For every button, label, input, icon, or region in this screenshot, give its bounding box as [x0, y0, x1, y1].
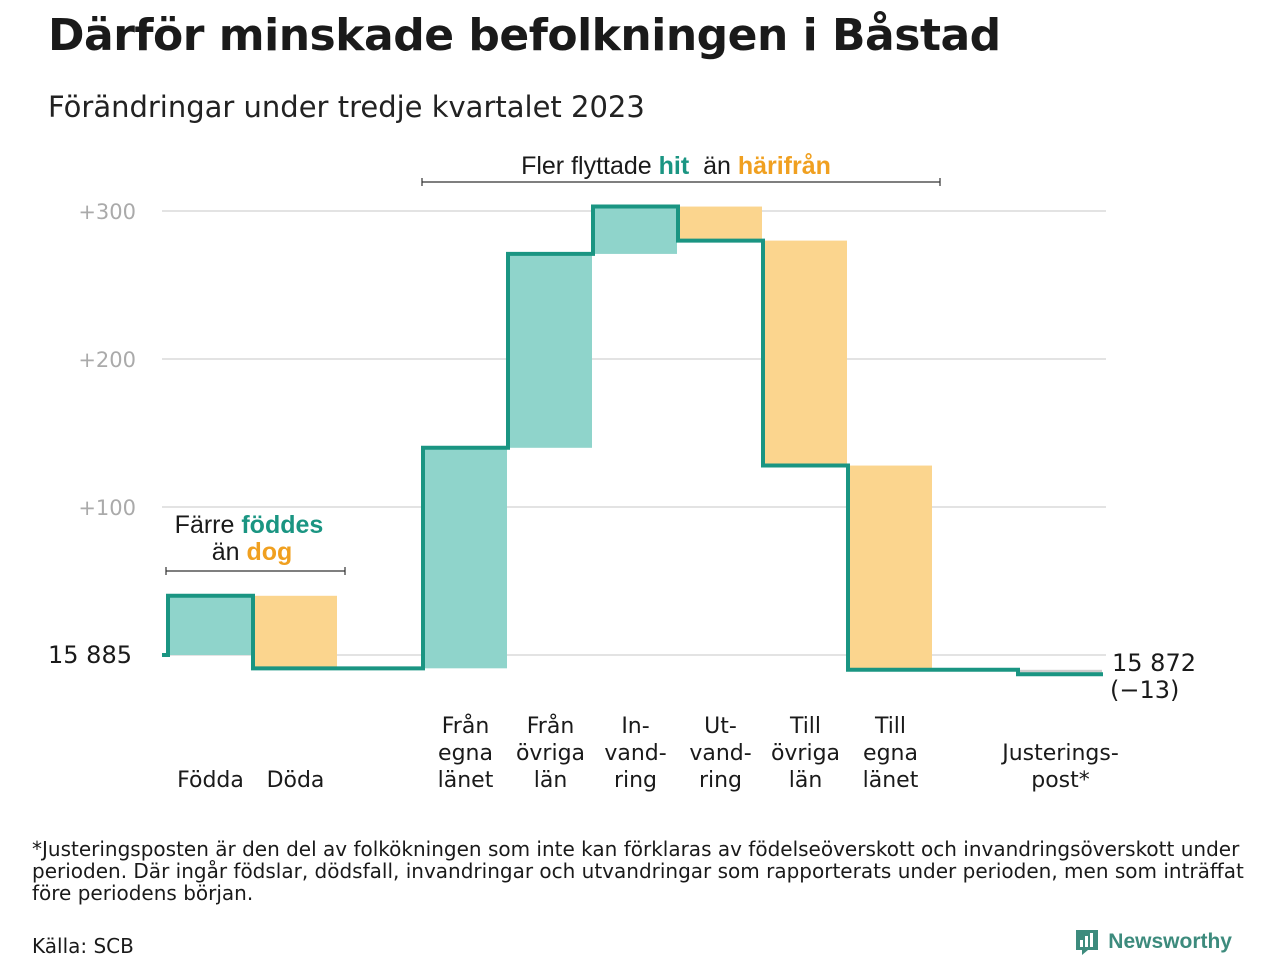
category-label: ring [614, 768, 657, 793]
deaths-highlight: dog [246, 538, 292, 566]
bar [593, 206, 677, 254]
births-annotation-text: än [212, 538, 247, 566]
brand[interactable]: Newsworthy [1074, 928, 1232, 956]
category-label: Justerings- [1000, 741, 1119, 766]
bar [848, 465, 932, 670]
chart-title: Därför minskade befolkningen i Båstad [48, 10, 1001, 61]
grid-lines: +100 +200 +300 [78, 200, 1106, 656]
newsworthy-logo-icon [1076, 930, 1099, 955]
waterfall-step-line [162, 204, 1103, 677]
births-annotation-line2: än dog [212, 538, 293, 566]
labels: Födda DödaFrånegnalänetFrånövrigalänIn-va… [48, 641, 1196, 793]
brand-name: Newsworthy [1108, 930, 1232, 953]
category-label: egna [863, 741, 918, 766]
bar [168, 595, 252, 655]
bar [253, 595, 337, 669]
category-label: vand- [604, 741, 666, 766]
category-label: Från [442, 713, 490, 739]
category-label: länet [438, 768, 494, 793]
category-label: ring [699, 768, 742, 793]
category-label: län [789, 768, 823, 793]
moves-harifran-highlight: härifrån [738, 152, 831, 180]
end-value-label: 15 872 [1112, 649, 1196, 677]
category-label: länet [863, 768, 919, 793]
moves-annotation-text: än [689, 152, 738, 180]
category-label: Till [789, 714, 821, 739]
category-label: Döda [267, 768, 325, 793]
bar [678, 206, 762, 241]
bar [508, 253, 592, 448]
category-label: övriga [516, 741, 585, 766]
footnote: *Justeringsposten är den del av folkökni… [32, 837, 1244, 905]
start-value-label: 15 885 [48, 641, 132, 669]
y-tick-label: +200 [78, 348, 136, 372]
chart-subtitle: Förändringar under tredje kvartalet 2023 [48, 90, 645, 124]
category-label: Till [874, 714, 906, 739]
births-highlight: föddes [241, 511, 323, 539]
bar [763, 240, 847, 466]
bars [168, 206, 1102, 675]
category-label: vand- [689, 741, 751, 766]
y-tick-label: +300 [78, 200, 136, 224]
category-label: egna [438, 741, 493, 766]
category-label: Från [527, 713, 575, 739]
births-annotation-text: Färre [175, 511, 242, 539]
waterfall-chart: +100+200+300 Födda DödaFrånegnalänetFrånö… [48, 152, 1196, 793]
category-label: Ut- [704, 714, 737, 739]
category-label: post* [1031, 768, 1090, 793]
moves-hit-highlight: hit [659, 152, 690, 180]
category-label: In- [621, 714, 649, 739]
category-label: Födda [177, 768, 244, 793]
source-label: Källa: SCB [32, 934, 134, 958]
category-label: övriga [771, 741, 840, 766]
bar [423, 447, 507, 669]
y-tick-label: +100 [78, 496, 136, 520]
bar [1018, 669, 1102, 675]
category-label: län [534, 768, 568, 793]
end-change-label: (−13) [1110, 676, 1179, 704]
moves-annotation-text: Fler flyttade [521, 152, 659, 180]
moves-annotation: Fler flyttade hit än härifrån [521, 152, 831, 180]
step-line [162, 204, 1103, 677]
births-annotation-line1: Färre föddes [175, 511, 324, 539]
